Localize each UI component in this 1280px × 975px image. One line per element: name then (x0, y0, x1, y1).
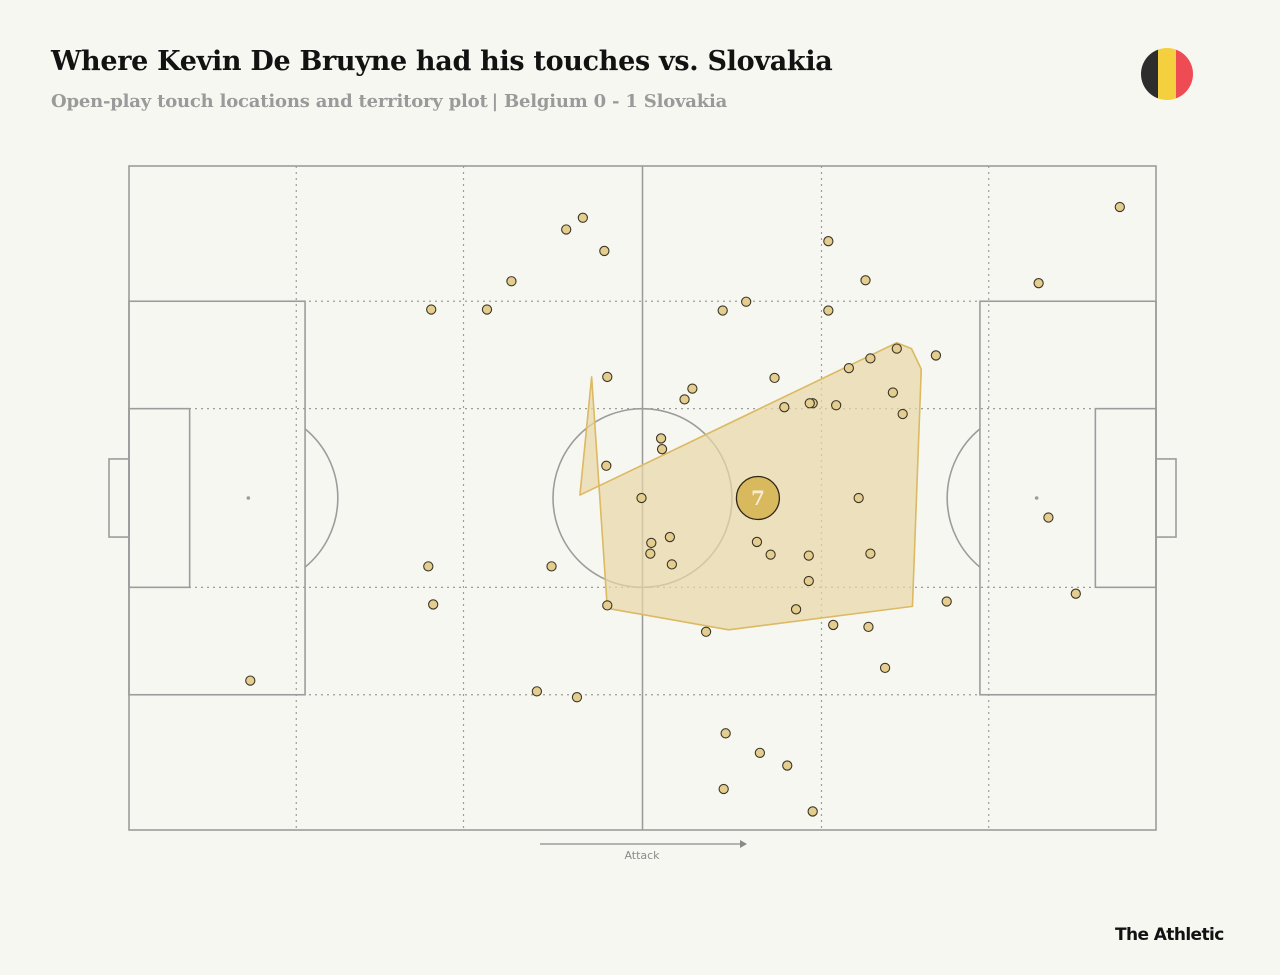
touch-point (897, 408, 908, 420)
flag-stripe-black (1141, 48, 1159, 100)
touch-point (481, 304, 493, 315)
touch-point (765, 549, 776, 560)
goal-left (108, 458, 130, 538)
goal-right (1155, 458, 1177, 538)
touch-point (754, 747, 766, 759)
touch-point (803, 550, 814, 561)
match-score: Belgium 0 - 1 Slovakia (503, 91, 728, 112)
penalty-spot-right (1034, 496, 1039, 500)
touch-point (636, 492, 647, 504)
six-yard-box-right (1094, 407, 1157, 589)
touch-point (887, 387, 899, 398)
zone-grid (129, 166, 1156, 830)
touch-point (891, 343, 902, 354)
touch-point (679, 394, 690, 405)
penalty-spot-left (246, 496, 251, 500)
flag-stripe-yellow (1158, 48, 1176, 100)
touch-point (664, 531, 676, 543)
touch-point (1043, 512, 1054, 523)
touch-point (571, 692, 583, 703)
touch-point (602, 371, 613, 383)
touch-point (656, 444, 668, 455)
attack-direction-label: Attack (624, 849, 660, 862)
touch-point (804, 398, 815, 409)
chart-title: Where Kevin De Bruyne had his touches vs… (51, 46, 833, 77)
touch-point (245, 675, 256, 686)
subtitle-description: Open-play touch locations and territory … (51, 91, 488, 112)
touch-point (807, 806, 818, 817)
touch-point (645, 548, 656, 559)
touch-point (941, 596, 952, 607)
touch-point (790, 604, 802, 615)
touch-point (1070, 588, 1081, 599)
touch-point (853, 492, 864, 504)
touch-point (865, 353, 876, 364)
touch-point (700, 626, 712, 637)
player-number-label: 7 (751, 486, 765, 510)
touch-point (823, 305, 834, 316)
touch-point (803, 575, 814, 587)
touch-point (428, 599, 439, 610)
flag-stripe-red (1175, 48, 1193, 100)
touch-point (823, 236, 834, 247)
touch-point (843, 362, 855, 374)
touch-point (782, 760, 793, 771)
average-position-marker (735, 475, 781, 521)
the-athletic-logo: The Athletic (1115, 925, 1224, 945)
touch-point (426, 304, 437, 315)
penalty-area-left (128, 300, 306, 696)
touch-point (879, 662, 891, 674)
touch-points (245, 201, 1125, 817)
touch-point (769, 372, 780, 384)
touch-point (863, 621, 874, 633)
touch-point (741, 296, 752, 307)
touch-point (577, 212, 588, 223)
subtitle-separator: | (491, 91, 499, 112)
touch-point (718, 783, 729, 795)
touch-point (506, 276, 517, 287)
touch-point (687, 383, 698, 394)
touch-point (779, 402, 790, 413)
touch-point (423, 561, 434, 572)
six-yard-box-left (128, 407, 191, 589)
touch-point (655, 433, 667, 444)
average-position-layer: 7 (735, 475, 781, 521)
touch-point (1033, 278, 1044, 289)
penalty-arc-right (946, 428, 981, 568)
touch-point (666, 559, 677, 570)
touch-point (865, 548, 876, 559)
touch-point (561, 224, 572, 235)
touch-point (751, 536, 763, 548)
touch-point (828, 619, 839, 631)
belgium-flag-icon (1141, 48, 1193, 100)
touch-point (599, 245, 610, 257)
touch-point (720, 728, 731, 739)
touch-point (717, 305, 728, 316)
chart-subtitle: Open-play touch locations and territory … (51, 91, 727, 112)
pitch-markings (108, 165, 1177, 831)
touch-point (531, 686, 543, 697)
attack-direction-indicator: Attack (540, 840, 747, 862)
penalty-area-right (979, 300, 1157, 696)
touch-point (546, 561, 557, 572)
touch-point (646, 537, 657, 549)
attack-arrow-head-icon (740, 840, 747, 848)
touch-point (601, 460, 612, 471)
touch-point (930, 350, 942, 361)
touch-point (602, 600, 613, 611)
penalty-arc-left (304, 428, 339, 568)
touch-point (1114, 201, 1125, 213)
touch-point (860, 275, 871, 286)
touch-point (831, 400, 842, 411)
